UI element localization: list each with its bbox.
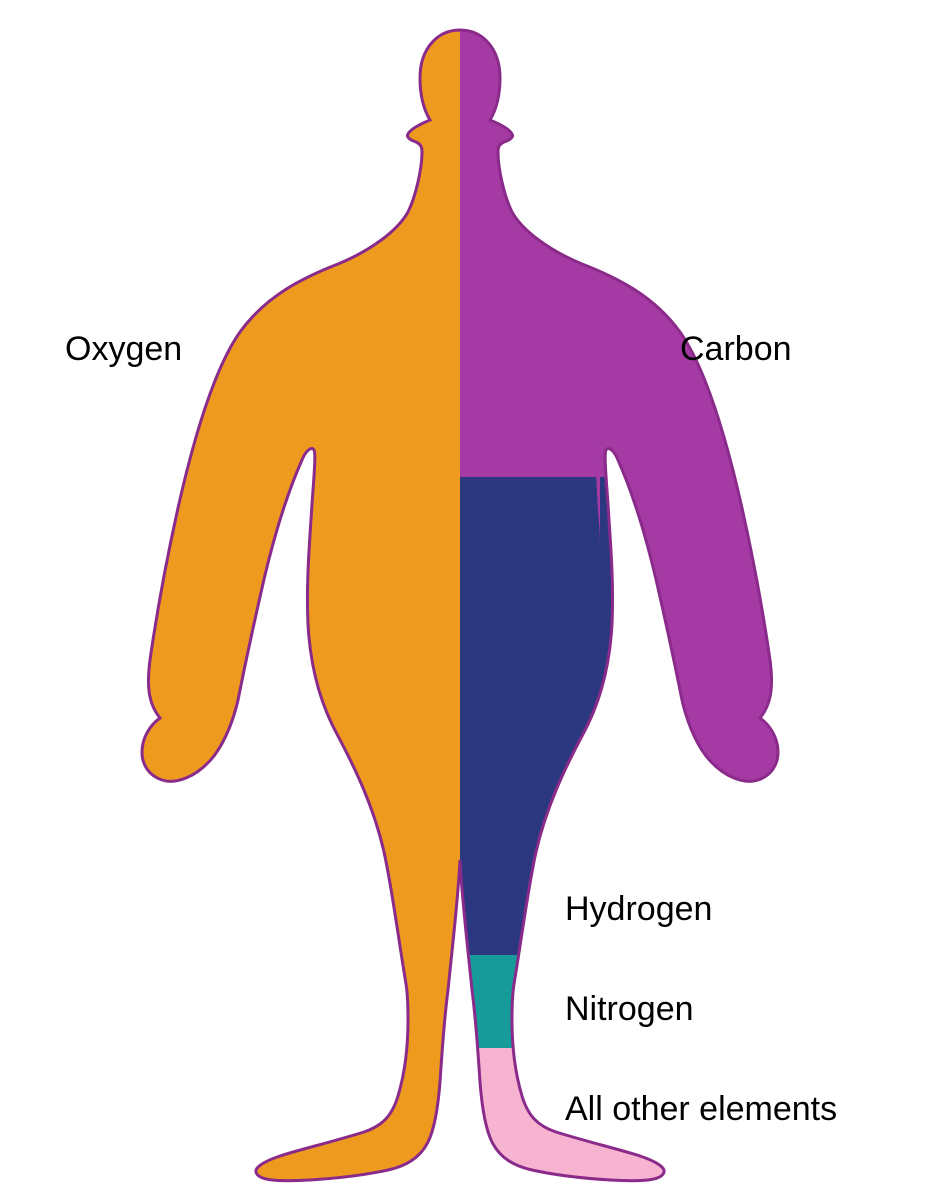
label-carbon: Carbon xyxy=(680,330,792,369)
label-nitrogen: Nitrogen xyxy=(565,990,694,1029)
segment-oxygen xyxy=(0,0,460,1200)
body-fill-group xyxy=(0,0,927,1200)
label-hydrogen: Hydrogen xyxy=(565,890,712,929)
body-composition-figure xyxy=(0,0,927,1200)
diagram-stage: Oxygen Carbon Hydrogen Nitrogen All othe… xyxy=(0,0,927,1200)
label-other: All other elements xyxy=(565,1090,837,1129)
label-oxygen: Oxygen xyxy=(65,330,182,369)
